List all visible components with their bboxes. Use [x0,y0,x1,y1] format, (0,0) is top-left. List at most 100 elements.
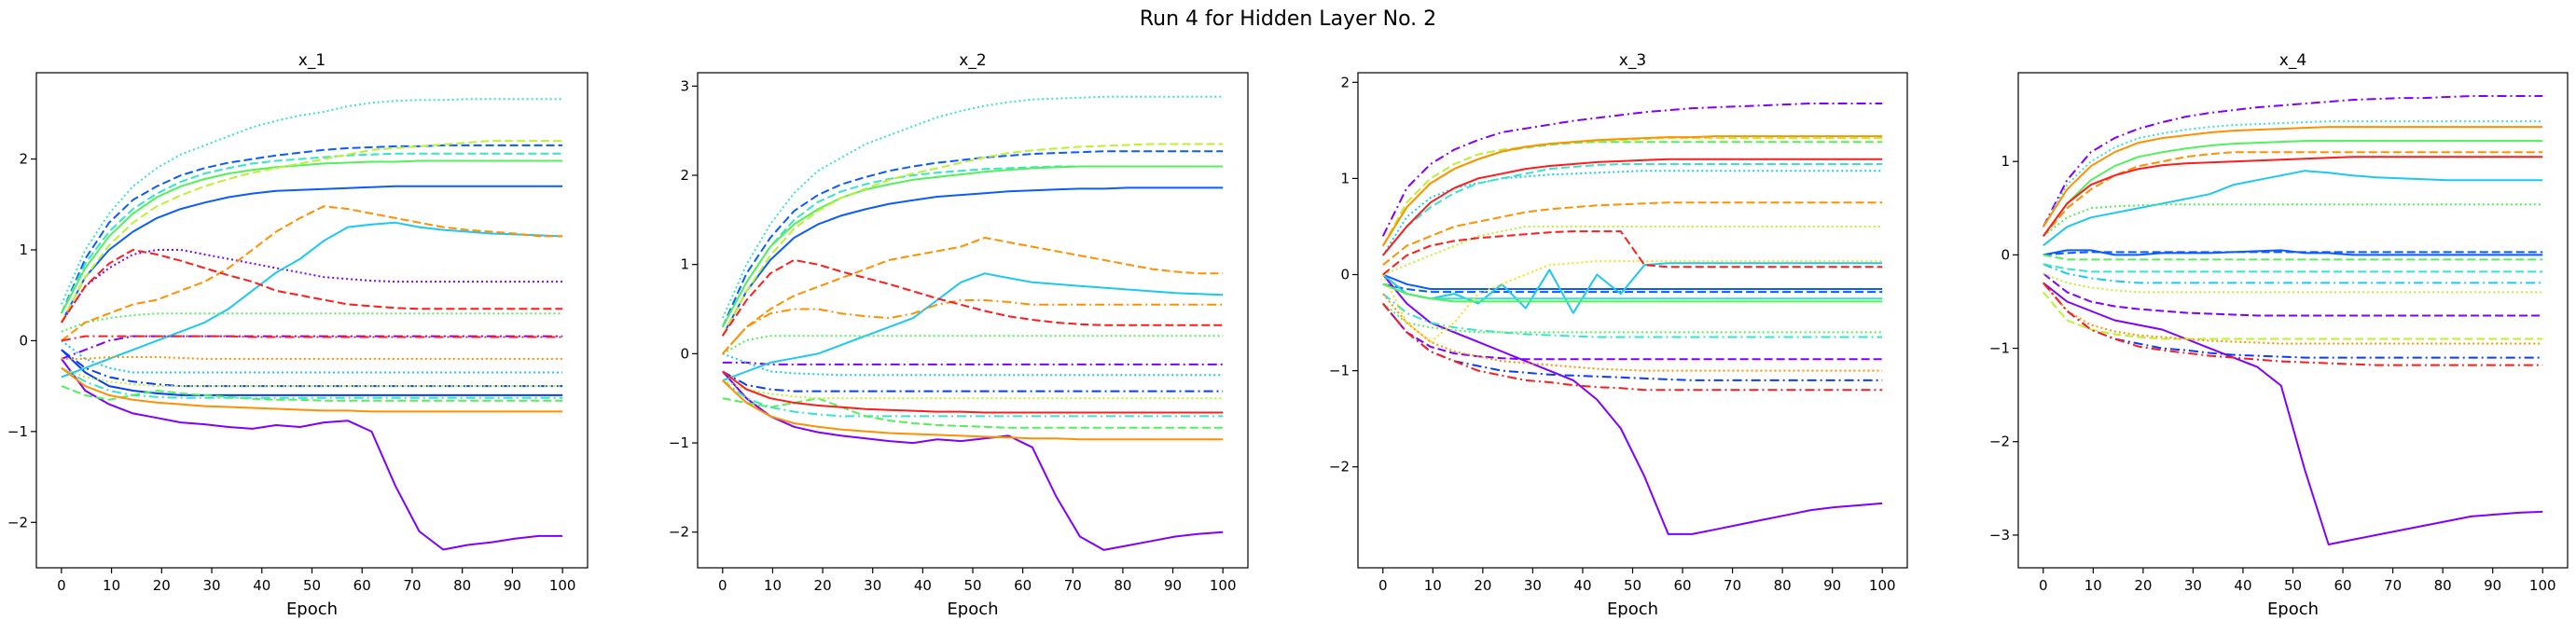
chart-panel-3: 0 10 20 30 40 50 60 70 80 90 100 −2 −1 0 1 2 x_3 Epoch [1329,51,1908,619]
y-tick-label: −2 [1989,434,2010,450]
series-line-15 [1382,226,1883,276]
x-tick-label: 90 [2484,577,2501,594]
x-axis-label: Epoch [286,599,338,619]
series-line-12 [61,366,563,399]
series-line-18 [2043,282,2543,345]
series-line-15 [722,379,1224,400]
x-tick-label: 70 [1064,577,1082,594]
series-line-14 [2043,272,2543,294]
y-tick-label: −1 [7,423,28,440]
y-tick-label: 2 [1340,74,1350,90]
series-line-2 [61,249,563,324]
y-tick-label: −1 [1989,340,2010,357]
series-line-9 [1382,163,1883,256]
x-tick-label: 90 [504,577,521,594]
panel-title: x_4 [2279,51,2306,70]
y-tick-label: 1 [19,241,28,258]
series-line-20 [722,370,1224,414]
series-line-11 [2042,140,2543,237]
x-tick-label: 100 [549,577,576,594]
axes-frame [1357,72,1908,569]
x-tick-label: 70 [403,577,421,594]
x-tick-label: 90 [1164,577,1182,594]
series-line-9 [61,339,563,374]
y-tick-label: −1 [669,434,689,451]
x-tick-label: 30 [2184,577,2202,594]
series-line-10 [722,379,1224,418]
x-tick-label: 0 [2039,577,2048,594]
series-line-3 [2043,272,2543,317]
axes-frame [35,72,589,569]
series-line-20 [1382,293,1883,372]
x-axis-label: Epoch [2267,599,2319,619]
y-tick-label: 2 [680,167,689,184]
x-tick-label: 0 [1378,577,1388,594]
x-tick-label: 30 [202,577,220,594]
x-tick-label: 50 [303,577,321,594]
series-line-13 [2043,203,2543,238]
series-line-6 [722,272,1224,382]
x-axis-label: Epoch [1607,599,1658,619]
x-tick-label: 100 [1210,577,1237,594]
chart-panel-1: 0 10 20 30 40 50 60 70 80 90 100 −2 −1 0 1 2 x_1 Epoch [7,51,589,619]
series-line-19 [1381,135,1883,247]
x-tick-label: 100 [2529,577,2556,594]
series-line-8 [2043,263,2543,284]
x-tick-label: 70 [2384,577,2402,594]
series-line-10 [1382,282,1883,300]
x-tick-label: 10 [2084,577,2102,594]
series-line-19 [2042,156,2543,237]
series-line-4 [61,185,563,324]
x-tick-label: 40 [2234,577,2251,594]
series-line-17 [61,366,563,388]
x-tick-label: 80 [453,577,471,594]
x-tick-label: 10 [764,577,782,594]
x-tick-label: 0 [57,577,66,594]
y-tick-label: −1 [1329,363,1350,379]
x-tick-label: 20 [1474,577,1491,594]
x-tick-label: 10 [1424,577,1442,594]
series-line-5 [60,144,563,314]
x-tick-label: 20 [814,577,832,594]
x-tick-label: 60 [2334,577,2351,594]
series-line-12 [2043,254,2543,261]
series-line-17 [1381,260,1883,343]
series-line-13 [1381,141,1883,247]
y-tick-label: 0 [1340,267,1350,283]
series-group [1381,103,1883,535]
series-line-4 [721,150,1224,328]
series-line-18 [61,205,563,342]
x-tick-label: 40 [1573,577,1591,594]
series-line-6 [1382,302,1883,381]
x-tick-label: 20 [153,577,171,594]
y-tick-label: 3 [680,77,689,94]
series-line-16 [722,237,1224,355]
series-line-10 [2043,263,2543,273]
series-line-17 [722,379,1224,441]
x-tick-label: 80 [1114,577,1131,594]
x-tick-label: 30 [864,577,881,594]
x-tick-label: 80 [1774,577,1792,594]
series-line-8 [1381,170,1883,256]
y-tick-label: 0 [19,332,28,349]
x-tick-label: 70 [1724,577,1741,594]
x-tick-label: 30 [1524,577,1542,594]
chart-panel-4: 0 10 20 30 40 50 60 70 80 90 100 −3 −2 −1 0 1 x_4 Epoch [1989,51,2569,619]
series-line-21 [1382,158,1883,256]
series-line-2 [722,361,1224,365]
y-tick-label: 2 [19,151,28,168]
chart-panel-2: 0 10 20 30 40 50 60 70 80 90 100 −2 −1 0 1 2 3 x_2 Epoch [669,51,1249,619]
series-line-1 [2043,282,2543,545]
x-tick-label: 40 [914,577,932,594]
series-line-10 [60,98,563,305]
x-tick-label: 60 [353,577,371,594]
y-tick-label: 0 [2001,246,2010,263]
x-tick-label: 50 [2284,577,2302,594]
y-tick-label: −2 [7,514,28,530]
panel-title: x_1 [298,51,325,70]
series-line-14 [61,385,563,402]
series-line-16 [1381,137,1883,247]
figure-suptitle: Run 4 for Hidden Layer No. 2 [1140,7,1436,31]
series-line-11 [60,152,563,314]
